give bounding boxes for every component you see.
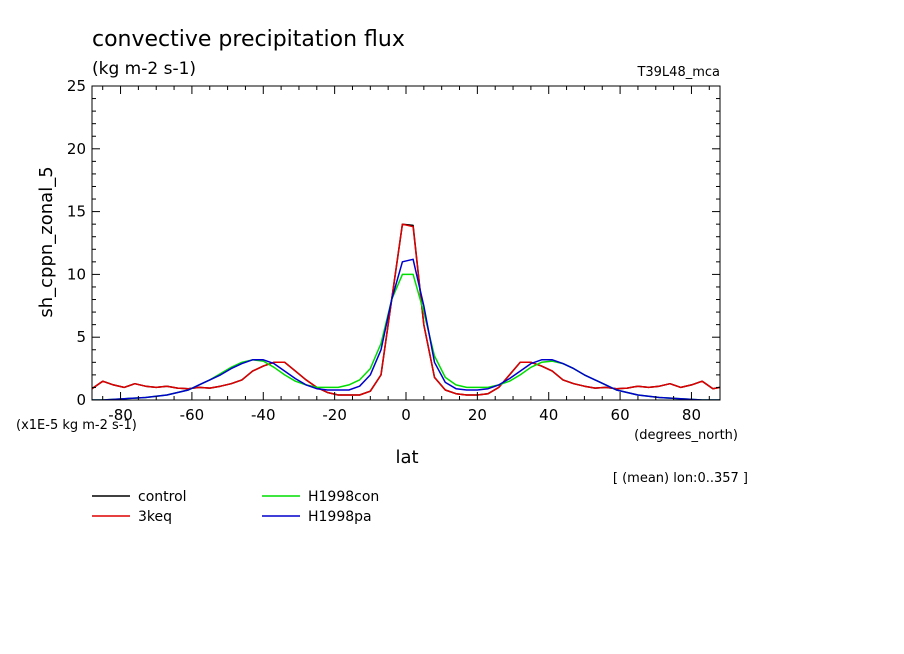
x-tick-label: -60 bbox=[180, 406, 205, 424]
legend-label-3keq: 3keq bbox=[138, 509, 172, 525]
chart-title: convective precipitation flux bbox=[92, 27, 405, 52]
chart-units: (kg m-2 s-1) bbox=[92, 59, 196, 79]
x-tick-label: -40 bbox=[251, 406, 276, 424]
y-tick-label: 0 bbox=[76, 391, 86, 409]
series-line-control bbox=[92, 223, 720, 396]
x-tick-label: -20 bbox=[322, 406, 347, 424]
x-tick-label: 0 bbox=[401, 406, 411, 424]
x-axis-label: lat bbox=[395, 447, 418, 468]
y-tick-label: 20 bbox=[67, 140, 86, 158]
x-tick-label: 40 bbox=[539, 406, 558, 424]
plot-area: -80 -60 -40 -20 0 20 40 60 80 0 5 10 15 20 25 bbox=[67, 77, 721, 424]
legend-label-control: control bbox=[138, 489, 187, 505]
y-tick-label: 15 bbox=[67, 203, 86, 221]
series-line-3keq bbox=[92, 223, 720, 396]
y-axis-label: sh_cppn_zonal_5 bbox=[36, 166, 57, 317]
legend-label-h1998pa: H1998pa bbox=[308, 509, 372, 525]
run-label: T39L48_mca bbox=[636, 65, 720, 80]
x-tick-label: 20 bbox=[468, 406, 487, 424]
y-scale-note: (x1E-5 kg m-2 s-1) bbox=[16, 418, 137, 433]
x-tick-label: -80 bbox=[108, 406, 133, 424]
x-tick-label: 60 bbox=[611, 406, 630, 424]
mean-note: [ (mean) lon:0..357 ] bbox=[613, 471, 748, 486]
y-tick-label: 10 bbox=[67, 265, 86, 283]
legend: control 3keq H1998con H1998pa bbox=[92, 489, 379, 525]
series-line-h1998con bbox=[92, 273, 720, 400]
x-units-label: (degrees_north) bbox=[634, 428, 738, 443]
series-line-h1998pa bbox=[92, 258, 720, 400]
y-tick-label: 25 bbox=[67, 77, 86, 95]
legend-label-h1998con: H1998con bbox=[308, 489, 379, 505]
y-tick-label: 5 bbox=[76, 328, 86, 346]
plot-frame bbox=[91, 85, 721, 401]
x-tick-label: 80 bbox=[682, 406, 701, 424]
